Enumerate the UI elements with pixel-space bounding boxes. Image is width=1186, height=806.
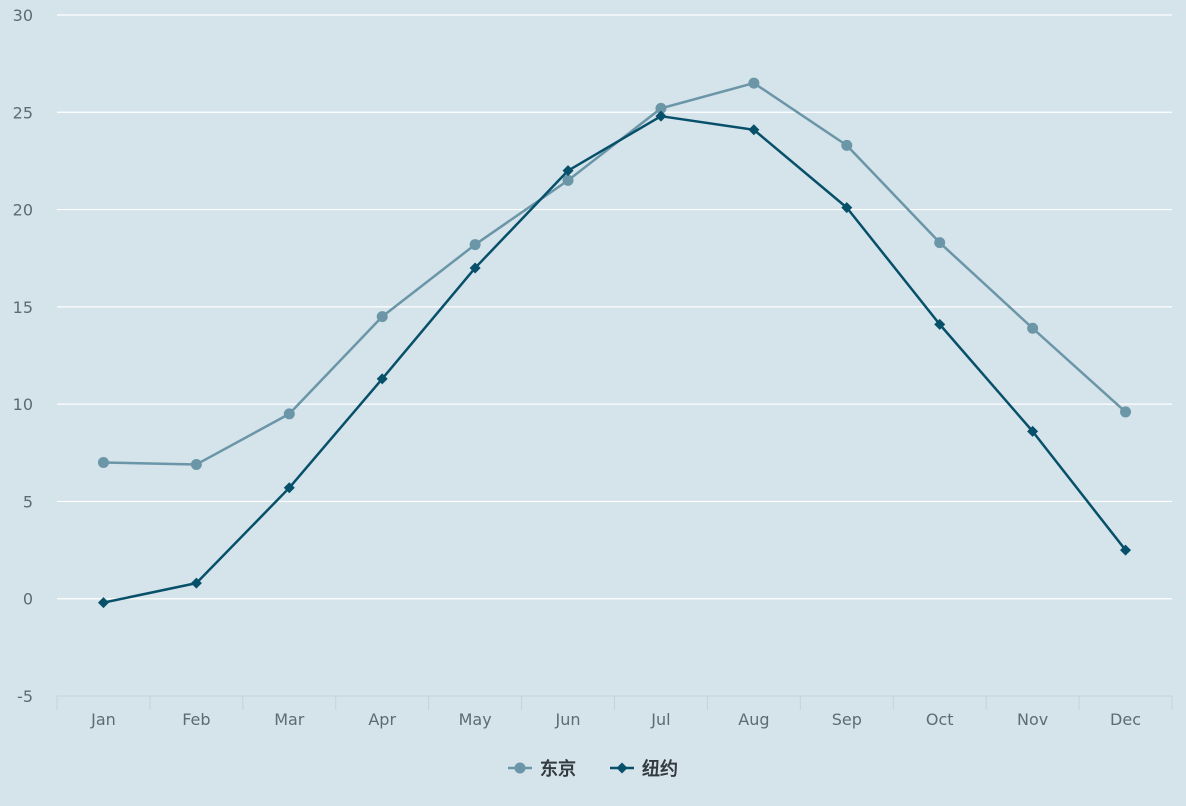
y-tick-label: 20 <box>13 201 33 220</box>
gridlines <box>57 14 1172 600</box>
legend-item-2[interactable]: 纽约 <box>610 758 678 780</box>
data-point <box>655 110 667 122</box>
y-tick-label: 5 <box>23 492 33 511</box>
data-point <box>283 482 295 494</box>
legend-label: 东京 <box>540 758 576 780</box>
x-tick-label: Jan <box>90 710 116 729</box>
y-tick-label: 0 <box>23 590 33 609</box>
x-tick-label: Jun <box>555 710 581 729</box>
data-point <box>376 373 388 385</box>
data-point <box>841 139 853 151</box>
axes: -5 0 5 10 15 20 25 30 Jan Feb Mar Apr May Jun Jul Aug Se… <box>13 6 1173 729</box>
data-point <box>376 311 388 323</box>
data-point <box>1120 406 1132 418</box>
data-point <box>655 102 667 114</box>
legend: 东京 纽约 <box>508 758 678 780</box>
x-tick-label: Jul <box>650 710 670 729</box>
series-1 <box>97 77 1132 470</box>
data-point <box>190 458 202 470</box>
data-point <box>1120 544 1132 556</box>
data-point <box>1027 322 1039 334</box>
y-tick-label: -5 <box>17 687 33 706</box>
data-point <box>562 174 574 186</box>
data-point <box>469 239 481 251</box>
data-point <box>97 597 109 609</box>
data-point <box>748 77 760 89</box>
x-tick-label: Apr <box>368 710 396 729</box>
series-line <box>103 81 1127 466</box>
data-point <box>841 202 853 214</box>
legend-marker <box>514 762 526 774</box>
legend-label: 纽约 <box>642 758 678 780</box>
y-tick-label: 15 <box>13 298 33 317</box>
x-tick-label: Oct <box>926 710 954 729</box>
x-tick-label: Mar <box>274 710 305 729</box>
y-tick-label: 25 <box>13 103 33 122</box>
series-line <box>103 114 1127 604</box>
series-group <box>97 77 1132 609</box>
data-point <box>190 577 202 589</box>
x-tick-label: Nov <box>1017 710 1048 729</box>
y-tick-label: 30 <box>13 6 33 25</box>
series-2 <box>97 110 1132 609</box>
data-point <box>934 318 946 330</box>
x-tick-label: Dec <box>1110 710 1141 729</box>
data-point <box>283 408 295 420</box>
x-tick-label: Sep <box>832 710 862 729</box>
data-point <box>469 262 481 274</box>
x-tick-label: May <box>459 710 492 729</box>
data-point <box>562 165 574 177</box>
data-point <box>748 124 760 136</box>
data-point <box>934 237 946 249</box>
y-tick-label: 10 <box>13 395 33 414</box>
legend-item-1[interactable]: 东京 <box>508 758 576 780</box>
data-point <box>97 457 109 469</box>
legend-marker <box>616 762 628 774</box>
x-tick-label: Aug <box>738 710 769 729</box>
data-point <box>1027 425 1039 437</box>
x-tick-label: Feb <box>182 710 210 729</box>
